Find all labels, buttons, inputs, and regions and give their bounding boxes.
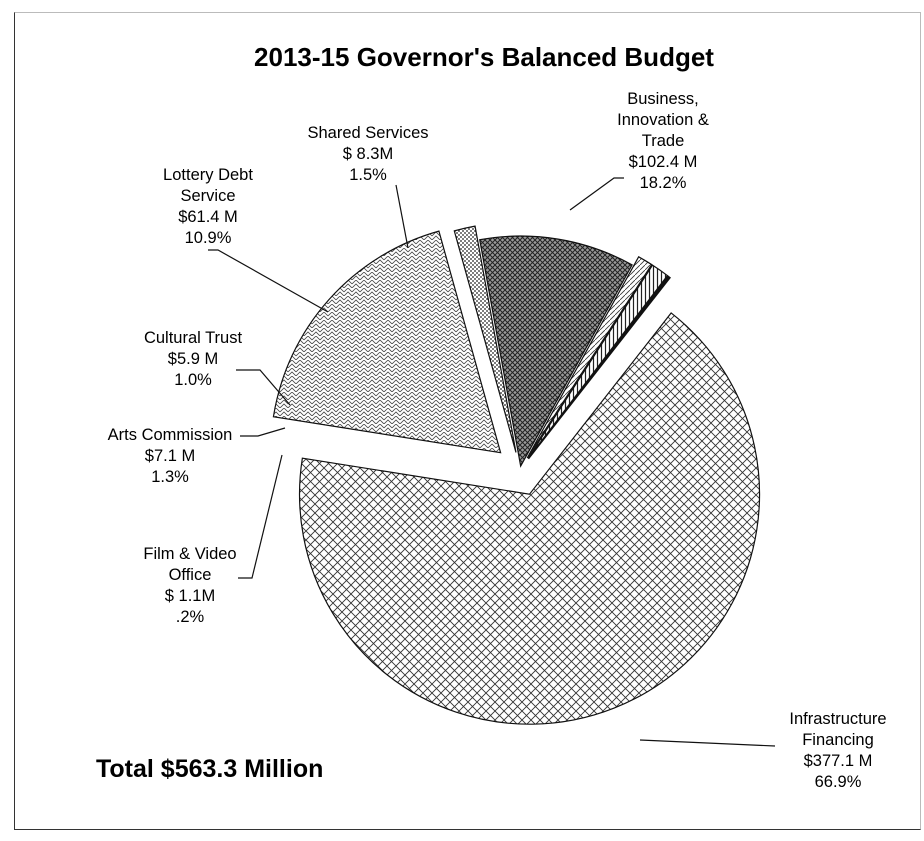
slice-label-line: Service: [180, 187, 235, 205]
slice-label-line: 10.9%: [185, 229, 232, 247]
slice-label: Business, Innovation & Trade $102.4 M 18.2%: [617, 90, 709, 192]
slice-label-line: Film & Video: [143, 545, 236, 563]
leader-line: [208, 249, 329, 313]
slice-label-line: 18.2%: [640, 174, 687, 192]
pie-slice-cultural-trust: [526, 255, 653, 459]
pie-slice-arts-commission: [527, 264, 669, 459]
slice-label-line: Shared Services: [307, 124, 428, 142]
chart-frame: [14, 12, 921, 830]
leader-line: [569, 177, 624, 211]
total-label: Total $563.3 Million: [96, 755, 323, 783]
slice-label-line: $ 1.1M: [165, 587, 215, 605]
leader-line: [395, 184, 409, 249]
leader-line: [236, 369, 291, 406]
slice-label: Film & Video Office $ 1.1M .2%: [143, 545, 236, 626]
slice-label-line: $7.1 M: [145, 447, 195, 465]
pie-slice-shared-services: [453, 225, 517, 453]
leader-line: [238, 454, 283, 579]
slice-label: Shared Services $ 8.3M 1.5%: [307, 124, 428, 184]
slice-label-line: Arts Commission: [108, 426, 233, 444]
slice-label-line: $102.4 M: [629, 153, 698, 171]
slice-label-line: Business,: [627, 90, 699, 108]
slice-label-line: Office: [169, 566, 212, 584]
slice-label-line: Trade: [642, 132, 685, 150]
pie-slice-business-innovation-trade: [272, 230, 502, 454]
slice-label-line: Financing: [802, 731, 874, 749]
slice-label-line: 1.3%: [151, 468, 189, 486]
leader-line: [639, 739, 776, 747]
slice-label-line: $61.4 M: [178, 208, 238, 226]
slice-label-line: 1.5%: [349, 166, 387, 184]
leader-line: [240, 427, 286, 437]
chart-title: 2013-15 Governor's Balanced Budget: [254, 42, 714, 72]
slice-label: Arts Commission $7.1 M 1.3%: [108, 426, 233, 486]
slice-label-line: $377.1 M: [804, 752, 873, 770]
slice-label-line: .2%: [176, 608, 205, 626]
slice-label: Infrastructure Financing $377.1 M 66.9%: [789, 710, 886, 791]
pie-slice-lottery-debt-service: [479, 235, 633, 468]
slice-label-line: Lottery Debt: [163, 166, 253, 184]
pie-slice-infrastructure-financing: [298, 312, 761, 725]
slice-label-line: $5.9 M: [168, 350, 218, 368]
slice-label-line: $ 8.3M: [343, 145, 393, 163]
slice-label-line: Innovation &: [617, 111, 709, 129]
slice-label-line: Cultural Trust: [144, 329, 243, 347]
slice-label-line: 1.0%: [174, 371, 212, 389]
slice-label: Lottery Debt Service $61.4 M 10.9%: [163, 166, 253, 247]
slice-label-line: Infrastructure: [789, 710, 886, 728]
slice-label-line: 66.9%: [815, 773, 862, 791]
slice-label: Cultural Trust $5.9 M 1.0%: [144, 329, 243, 389]
pie-slice-film-video-office: [528, 275, 671, 460]
